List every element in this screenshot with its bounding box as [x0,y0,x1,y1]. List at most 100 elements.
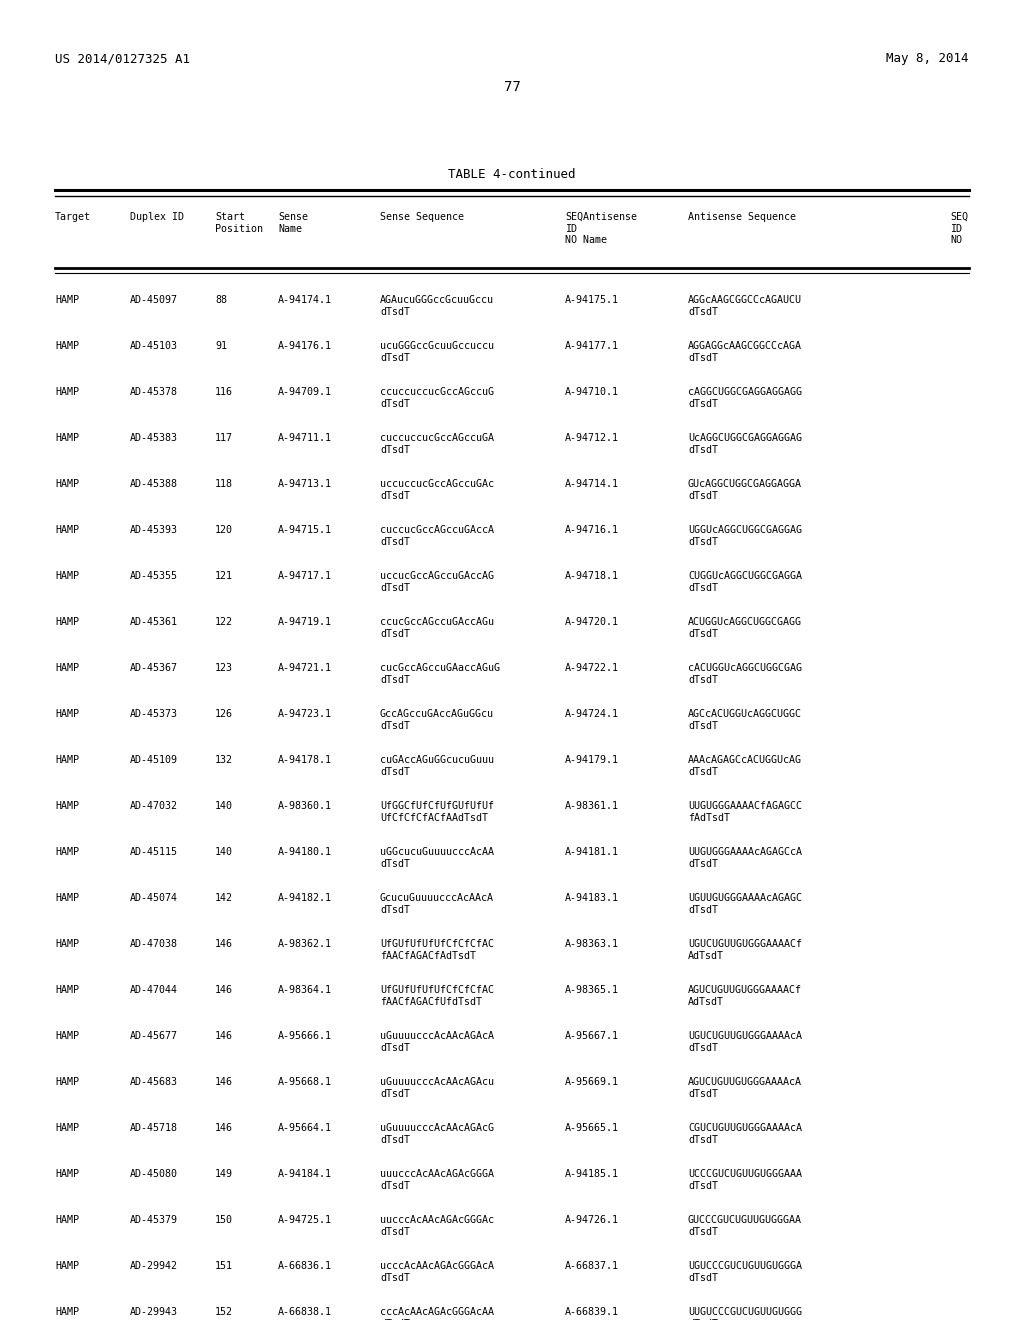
Text: A-94184.1: A-94184.1 [278,1170,332,1179]
Text: AGGAGGcAAGCGGCCcAGA
dTsdT: AGGAGGcAAGCGGCCcAGA dTsdT [688,341,802,363]
Text: AD-45683: AD-45683 [130,1077,178,1086]
Text: A-98365.1: A-98365.1 [565,985,618,995]
Text: AD-45373: AD-45373 [130,709,178,719]
Text: A-98361.1: A-98361.1 [565,801,618,810]
Text: SEQ
ID
NO: SEQ ID NO [950,213,968,246]
Text: 116: 116 [215,387,233,397]
Text: AGAucuGGGccGcuuGccu
dTsdT: AGAucuGGGccGcuuGccu dTsdT [380,294,494,317]
Text: AD-45379: AD-45379 [130,1214,178,1225]
Text: uGuuuucccAcAAcAGAcG
dTsdT: uGuuuucccAcAAcAGAcG dTsdT [380,1123,494,1144]
Text: A-66838.1: A-66838.1 [278,1307,332,1317]
Text: HAMP: HAMP [55,1123,79,1133]
Text: UfGUfUfUfUfCfCfCfAC
fAACfAGACfUfdTsdT: UfGUfUfUfUfCfCfCfAC fAACfAGACfUfdTsdT [380,985,494,1007]
Text: HAMP: HAMP [55,755,79,766]
Text: HAMP: HAMP [55,801,79,810]
Text: A-98363.1: A-98363.1 [565,939,618,949]
Text: 142: 142 [215,894,233,903]
Text: cuccuccucGccAGccuGA
dTsdT: cuccuccucGccAGccuGA dTsdT [380,433,494,454]
Text: UfGUfUfUfUfCfCfCfAC
fAACfAGACfAdTsdT: UfGUfUfUfUfCfCfCfAC fAACfAGACfAdTsdT [380,939,494,961]
Text: A-94711.1: A-94711.1 [278,433,332,444]
Text: A-95669.1: A-95669.1 [565,1077,618,1086]
Text: A-94179.1: A-94179.1 [565,755,618,766]
Text: May 8, 2014: May 8, 2014 [887,51,969,65]
Text: A-94720.1: A-94720.1 [565,616,618,627]
Text: A-66836.1: A-66836.1 [278,1261,332,1271]
Text: A-94723.1: A-94723.1 [278,709,332,719]
Text: A-94180.1: A-94180.1 [278,847,332,857]
Text: HAMP: HAMP [55,847,79,857]
Text: HAMP: HAMP [55,341,79,351]
Text: A-98364.1: A-98364.1 [278,985,332,995]
Text: A-94174.1: A-94174.1 [278,294,332,305]
Text: ACUGGUcAGGCUGGCGAGG
dTsdT: ACUGGUcAGGCUGGCGAGG dTsdT [688,616,802,639]
Text: AD-45393: AD-45393 [130,525,178,535]
Text: GUcAGGCUGGCGAGGAGGA
dTsdT: GUcAGGCUGGCGAGGAGGA dTsdT [688,479,802,500]
Text: AD-45361: AD-45361 [130,616,178,627]
Text: AAAcAGAGCcACUGGUcAG
dTsdT: AAAcAGAGCcACUGGUcAG dTsdT [688,755,802,776]
Text: AD-45677: AD-45677 [130,1031,178,1041]
Text: HAMP: HAMP [55,709,79,719]
Text: AD-45080: AD-45080 [130,1170,178,1179]
Text: uGuuuucccAcAAcAGAcA
dTsdT: uGuuuucccAcAAcAGAcA dTsdT [380,1031,494,1052]
Text: ucccAcAAcAGAcGGGAcA
dTsdT: ucccAcAAcAGAcGGGAcA dTsdT [380,1261,494,1283]
Text: 122: 122 [215,616,233,627]
Text: 140: 140 [215,847,233,857]
Text: AD-45115: AD-45115 [130,847,178,857]
Text: 91: 91 [215,341,227,351]
Text: GUCCCGUCUGUUGUGGGAA
dTsdT: GUCCCGUCUGUUGUGGGAA dTsdT [688,1214,802,1237]
Text: TABLE 4-continued: TABLE 4-continued [449,168,575,181]
Text: A-95666.1: A-95666.1 [278,1031,332,1041]
Text: ccuccuccucGccAGccuG
dTsdT: ccuccuccucGccAGccuG dTsdT [380,387,494,409]
Text: AGUCUGUUGUGGGAAAACf
AdTsdT: AGUCUGUUGUGGGAAAACf AdTsdT [688,985,802,1007]
Text: 152: 152 [215,1307,233,1317]
Text: ccucGccAGccuGAccAGu
dTsdT: ccucGccAGccuGAccAGu dTsdT [380,616,494,639]
Text: cAGGCUGGCGAGGAGGAGG
dTsdT: cAGGCUGGCGAGGAGGAGG dTsdT [688,387,802,409]
Text: 146: 146 [215,1123,233,1133]
Text: A-94710.1: A-94710.1 [565,387,618,397]
Text: AD-29943: AD-29943 [130,1307,178,1317]
Text: A-98360.1: A-98360.1 [278,801,332,810]
Text: HAMP: HAMP [55,525,79,535]
Text: HAMP: HAMP [55,1031,79,1041]
Text: UCCCGUCUGUUGUGGGAAA
dTsdT: UCCCGUCUGUUGUGGGAAA dTsdT [688,1170,802,1191]
Text: HAMP: HAMP [55,985,79,995]
Text: AD-29942: AD-29942 [130,1261,178,1271]
Text: HAMP: HAMP [55,433,79,444]
Text: A-94177.1: A-94177.1 [565,341,618,351]
Text: CGUCUGUUGUGGGAAAAcA
dTsdT: CGUCUGUUGUGGGAAAAcA dTsdT [688,1123,802,1144]
Text: 117: 117 [215,433,233,444]
Text: uccuccucGccAGccuGAc
dTsdT: uccuccucGccAGccuGAc dTsdT [380,479,494,500]
Text: A-94176.1: A-94176.1 [278,341,332,351]
Text: SEQAntisense
ID
NO Name: SEQAntisense ID NO Name [565,213,637,246]
Text: 146: 146 [215,939,233,949]
Text: AGUCUGUUGUGGGAAAAcA
dTsdT: AGUCUGUUGUGGGAAAAcA dTsdT [688,1077,802,1098]
Text: A-95667.1: A-95667.1 [565,1031,618,1041]
Text: A-98362.1: A-98362.1 [278,939,332,949]
Text: GcucuGuuuucccAcAAcA
dTsdT: GcucuGuuuucccAcAAcA dTsdT [380,894,494,915]
Text: UGUCUGUUGUGGGAAAAcA
dTsdT: UGUCUGUUGUGGGAAAAcA dTsdT [688,1031,802,1052]
Text: A-94724.1: A-94724.1 [565,709,618,719]
Text: cuccucGccAGccuGAccA
dTsdT: cuccucGccAGccuGAccA dTsdT [380,525,494,546]
Text: A-95668.1: A-95668.1 [278,1077,332,1086]
Text: A-94712.1: A-94712.1 [565,433,618,444]
Text: A-94721.1: A-94721.1 [278,663,332,673]
Text: AD-45103: AD-45103 [130,341,178,351]
Text: A-94718.1: A-94718.1 [565,572,618,581]
Text: A-94715.1: A-94715.1 [278,525,332,535]
Text: 123: 123 [215,663,233,673]
Text: HAMP: HAMP [55,387,79,397]
Text: A-94175.1: A-94175.1 [565,294,618,305]
Text: AD-45097: AD-45097 [130,294,178,305]
Text: 146: 146 [215,1077,233,1086]
Text: 88: 88 [215,294,227,305]
Text: UGUCUGUUGUGGGAAAACf
AdTsdT: UGUCUGUUGUGGGAAAACf AdTsdT [688,939,802,961]
Text: A-94709.1: A-94709.1 [278,387,332,397]
Text: cccAcAAcAGAcGGGAcAA
dTsdT: cccAcAAcAGAcGGGAcAA dTsdT [380,1307,494,1320]
Text: A-66837.1: A-66837.1 [565,1261,618,1271]
Text: AD-45367: AD-45367 [130,663,178,673]
Text: cucGccAGccuGAaccAGuG
dTsdT: cucGccAGccuGAaccAGuG dTsdT [380,663,500,685]
Text: AD-47038: AD-47038 [130,939,178,949]
Text: A-94726.1: A-94726.1 [565,1214,618,1225]
Text: AD-45074: AD-45074 [130,894,178,903]
Text: UGGUcAGGCUGGCGAGGAG
dTsdT: UGGUcAGGCUGGCGAGGAG dTsdT [688,525,802,546]
